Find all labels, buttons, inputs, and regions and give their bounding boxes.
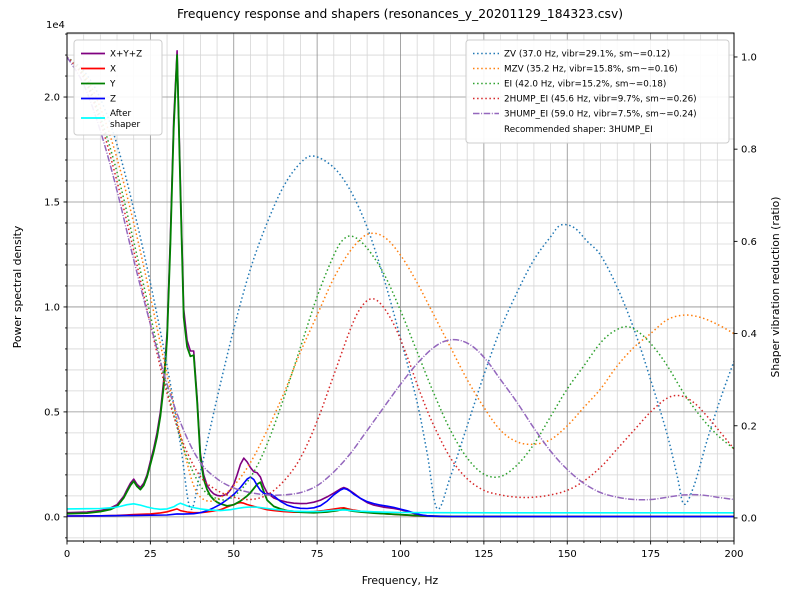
shaper-series-zv: [67, 56, 734, 510]
y-left-tick-label: 0.0: [44, 512, 60, 523]
y-axis-label-left: Power spectral density: [11, 225, 24, 348]
y-right-tick-label: 0.0: [741, 513, 757, 524]
y-left-tick-label: 2.0: [44, 93, 60, 104]
ticks-layer: 0 25 50 75 100 125 150 175 200 0.0 0.5 1.0 1.5 2.0 0.0…: [44, 33, 757, 560]
psd-series-after-shaper: [67, 502, 734, 514]
shaper-series-ei: [67, 56, 734, 501]
legend-note: Recommended shaper: 3HUMP_EI: [504, 125, 653, 135]
legend-label: 2HUMP_EI (45.6 Hz, vibr=9.7%, sm~=0.26): [504, 95, 697, 105]
x-tick-label: 50: [227, 549, 240, 560]
legend-box: [73, 39, 163, 136]
legend-label: shaper: [110, 120, 141, 130]
x-tick-label: 25: [144, 549, 157, 560]
y-right-tick-label: 0.8: [741, 145, 757, 156]
shaper-series-mzv: [67, 56, 734, 502]
legend-shapers: ZV (37.0 Hz, vibr=29.1%, sm~=0.12) MZV (3…: [465, 39, 730, 144]
legend-label: Y: [109, 80, 116, 90]
y-left-tick-label: 1.0: [44, 302, 60, 313]
legend-label: X: [110, 65, 116, 75]
x-axis-label: Frequency, Hz: [362, 574, 439, 587]
legend-label: 3HUMP_EI (59.0 Hz, vibr=7.5%, sm~=0.24): [504, 110, 697, 120]
y-left-tick-label: 0.5: [44, 407, 60, 418]
y-right-tick-label: 0.4: [741, 329, 757, 340]
x-tick-label: 200: [724, 549, 743, 560]
y-right-tick-label: 0.6: [741, 237, 757, 248]
y-axis-label-right: Shaper vibration reduction (ratio): [769, 196, 782, 377]
chart-title: Frequency response and shapers (resonanc…: [177, 7, 623, 21]
legend-label: Z: [110, 95, 116, 105]
legend-label: EI (42.0 Hz, vibr=15.2%, sm~=0.18): [504, 80, 666, 90]
y-right-tick-label: 0.2: [741, 421, 757, 432]
x-tick-label: 150: [558, 549, 577, 560]
shaper-series-2hump-ei: [67, 56, 734, 501]
psd-series-z: [67, 476, 734, 518]
x-tick-label: 100: [391, 549, 410, 560]
x-tick-label: 175: [641, 549, 660, 560]
legend-label: X+Y+Z: [110, 50, 142, 60]
legend-label: After: [110, 109, 132, 119]
x-tick-label: 75: [311, 549, 324, 560]
y-right-tick-label: 1.0: [741, 52, 757, 63]
legend-label: MZV (35.2 Hz, vibr=15.8%, sm~=0.16): [504, 65, 678, 75]
axis-offset-text: 1e4: [46, 20, 65, 31]
y-left-tick-label: 1.5: [44, 197, 60, 208]
x-tick-label: 125: [474, 549, 493, 560]
x-tick-label: 0: [64, 549, 70, 560]
legend-label: ZV (37.0 Hz, vibr=29.1%, sm~=0.12): [504, 50, 670, 60]
legend-box: [465, 39, 730, 144]
curves-layer: [67, 50, 734, 518]
shaper-series-3hump-ei: [67, 56, 734, 501]
